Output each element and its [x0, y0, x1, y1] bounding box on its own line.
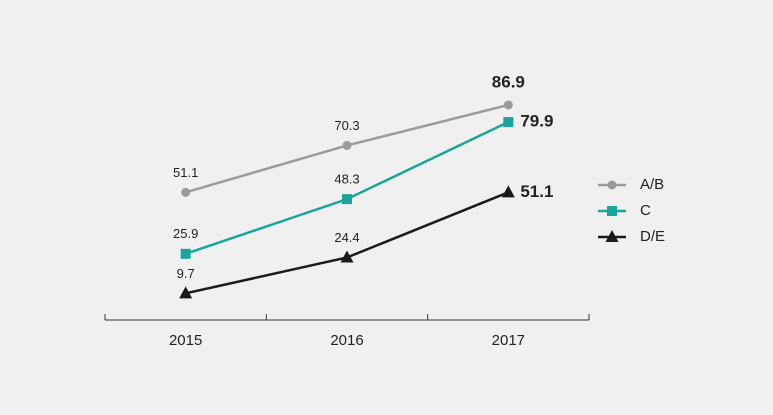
x-tick-label: 2016 [330, 332, 363, 349]
point [503, 100, 513, 110]
point [181, 187, 191, 197]
point [342, 140, 352, 150]
legend-marker [605, 230, 619, 242]
data-label: 86.9 [492, 72, 525, 91]
legend-label: D/E [640, 228, 665, 245]
point [340, 250, 354, 263]
data-label: 24.4 [334, 230, 359, 245]
x-tick-label: 2017 [492, 332, 525, 349]
data-label: 79.9 [520, 112, 553, 131]
point [501, 185, 515, 198]
data-label: 51.1 [173, 165, 198, 180]
point [342, 194, 352, 205]
point [503, 117, 514, 128]
data-label: 9.7 [177, 266, 195, 281]
data-label: 48.3 [334, 172, 359, 187]
legend-marker [607, 180, 617, 190]
data-label: 25.9 [173, 226, 198, 241]
legend-marker [607, 206, 617, 216]
data-label: 70.3 [334, 118, 359, 133]
legend-label: C [640, 202, 651, 219]
point [180, 248, 191, 259]
data-label: 51.1 [520, 182, 553, 201]
legend-label: A/B [640, 176, 664, 193]
x-tick-label: 2015 [169, 332, 202, 349]
point [179, 286, 193, 299]
